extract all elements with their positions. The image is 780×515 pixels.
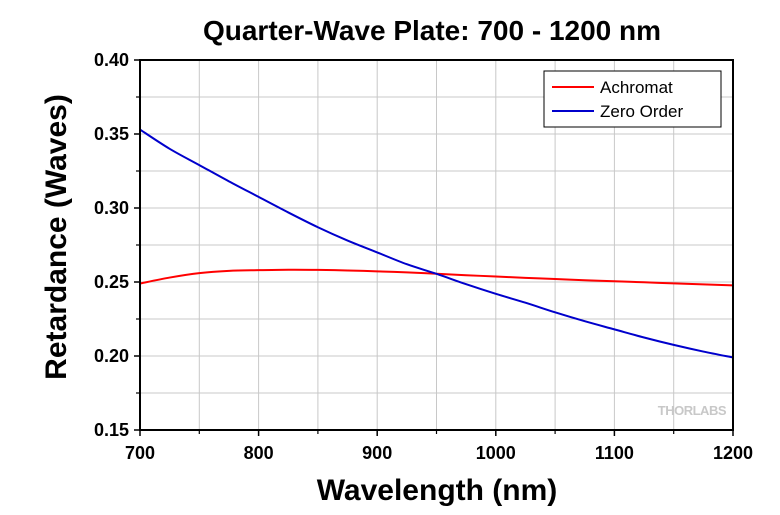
- x-tick-label: 1000: [476, 443, 516, 463]
- series-layer: [139, 128, 734, 359]
- x-tick-label: 1200: [713, 443, 753, 463]
- legend-label-achromat: Achromat: [600, 78, 673, 97]
- x-tick-label: 1100: [595, 443, 634, 463]
- y-tick-label: 0.40: [94, 50, 129, 70]
- x-tick-label: 800: [244, 443, 274, 463]
- y-tick-label: 0.20: [94, 346, 129, 366]
- y-tick-label: 0.25: [94, 272, 129, 292]
- legend-box: [543, 70, 722, 128]
- thorlabs-watermark: THORLABS: [658, 403, 727, 418]
- y-tick-label: 0.30: [94, 198, 129, 218]
- y-axis-label: Retardance (Waves): [40, 94, 73, 380]
- legend-label-zero-order: Zero Order: [600, 102, 683, 121]
- x-tick-label: 700: [125, 443, 155, 463]
- y-tick-label: 0.15: [94, 420, 129, 440]
- chart-title: Quarter-Wave Plate: 700 - 1200 nm: [203, 15, 661, 46]
- x-axis-label: Wavelength (nm): [317, 474, 558, 507]
- series-line-zero-order: [139, 128, 734, 359]
- y-tick-label: 0.35: [94, 124, 129, 144]
- x-tick-label: 900: [362, 443, 392, 463]
- legend: Achromat Zero Order: [543, 70, 722, 128]
- tick-labels: 700 800 900 1000 1100 1200 0.15 0.20 0.25 0.30 0.3…: [94, 50, 753, 463]
- ticks: [134, 59, 734, 436]
